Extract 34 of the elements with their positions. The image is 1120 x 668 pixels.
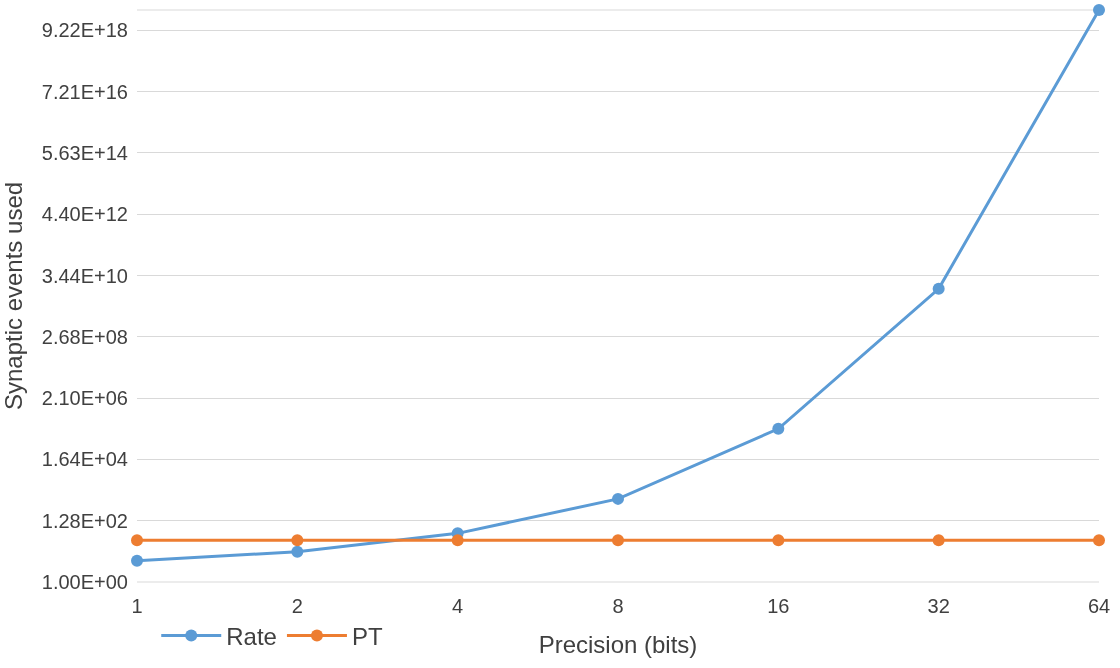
x-tick-label: 4 [452,595,464,617]
point [612,492,624,505]
point [131,534,143,547]
point [932,534,945,547]
legend-label: PT [351,622,383,650]
y-tick-label: 4.40E+12 [41,203,128,226]
y-tick-label: 1.28E+02 [41,509,128,532]
x-tick-label: 16 [767,595,790,617]
point [451,534,464,547]
y-tick-label: 1.64E+04 [41,448,128,471]
y-tick-label: 5.63E+14 [41,141,128,164]
y-tick-label: 2.10E+06 [41,387,128,410]
point [291,545,304,558]
x-tick-label: 32 [927,595,950,617]
y-tick-label: 1.00E+00 [41,571,128,593]
x-tick-label: 2 [291,595,303,617]
y-tick-label: 3.44E+10 [41,264,128,287]
point [1093,4,1105,16]
legend-label: Rate [226,622,277,650]
point [291,534,304,547]
point [131,554,143,567]
point [772,422,785,435]
x-tick-label: 64 [1087,595,1111,617]
point [1093,534,1105,547]
x-tick-label: 1 [131,595,143,617]
y-tick-label: 9.22E+18 [41,19,128,42]
y-tick-label: 7.21E+16 [41,80,128,103]
point [932,282,945,295]
y-tick-label: 2.68E+08 [41,325,128,348]
y-axis-title: Synaptic events used [0,181,27,411]
x-tick-label: 8 [612,595,624,617]
point [772,534,785,547]
point [612,534,624,547]
x-axis-title: Precision (bits) [538,631,698,659]
